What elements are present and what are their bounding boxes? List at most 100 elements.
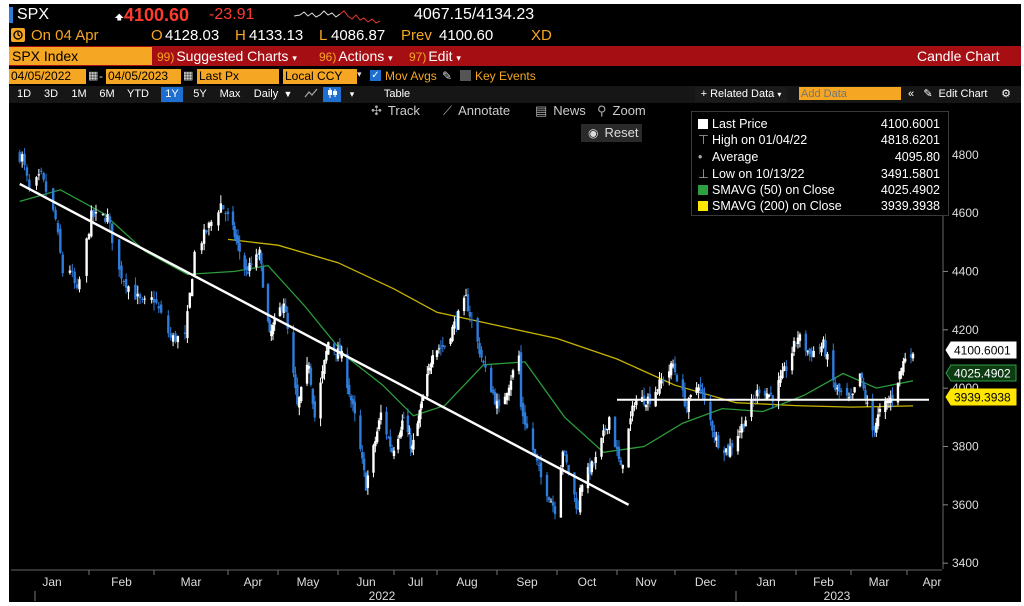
candle-body xyxy=(656,389,659,391)
candle-body xyxy=(577,507,580,510)
date-label: On 04 Apr xyxy=(31,27,99,44)
candle-body xyxy=(334,353,338,355)
candle-body xyxy=(860,373,864,378)
intraday-sparkline xyxy=(294,10,381,24)
candle-body xyxy=(765,393,769,400)
calendar-icon[interactable]: ▦ xyxy=(183,70,194,82)
candle-body xyxy=(169,333,172,338)
period-5y-button[interactable]: 5Y xyxy=(193,88,207,100)
candle-body xyxy=(417,415,421,424)
candle-body xyxy=(561,451,565,467)
news-tool[interactable]: ▤ News xyxy=(535,103,586,119)
actions-menu[interactable]: 96) Actions ▾ xyxy=(319,48,393,64)
y-tick-label: 3800 xyxy=(952,439,979,453)
legend-low[interactable]: ⊥ Low on 10/13/22 3491.5801 xyxy=(698,166,944,182)
legend-last-price[interactable]: Last Price 4100.6001 xyxy=(698,116,944,132)
edit-menu[interactable]: 97) Edit ▾ xyxy=(409,48,461,64)
reset-button[interactable]: ◉ Reset xyxy=(581,124,642,142)
candle-body xyxy=(224,213,227,215)
x-year-label: 2022 xyxy=(369,589,396,602)
candle-body xyxy=(573,472,576,495)
edit-chart-button[interactable]: Edit Chart xyxy=(938,88,988,100)
pencil-icon[interactable]: ✎ xyxy=(923,88,933,100)
period-3d-button[interactable]: 3D xyxy=(43,88,59,100)
chevron-down-icon: ▾ xyxy=(777,90,782,99)
candle-body xyxy=(730,443,734,448)
mov-avgs-checkbox[interactable]: ✓ xyxy=(370,70,381,81)
candle-body xyxy=(174,333,177,342)
candle-chart-icon[interactable] xyxy=(323,87,341,102)
candle-body xyxy=(321,371,324,379)
zoom-tool[interactable]: ⚲ Zoom xyxy=(597,103,646,119)
period-1m-button[interactable]: 1M xyxy=(71,88,87,100)
candle-body xyxy=(233,225,236,237)
open-clock-icon[interactable] xyxy=(11,28,25,42)
legend-sma50[interactable]: SMAVG (50) on Close 4025.4902 xyxy=(698,182,944,198)
legend-label: High on 01/04/22 xyxy=(712,133,808,147)
legend-high[interactable]: ⊤ High on 01/04/22 4818.6201 xyxy=(698,132,944,148)
candle-body xyxy=(366,475,370,488)
candle-body xyxy=(660,380,663,384)
candle-body xyxy=(681,379,685,391)
security-field[interactable]: SPX Index xyxy=(9,47,152,65)
candle-body xyxy=(44,181,48,192)
settings-icon[interactable]: ⚙ xyxy=(1001,88,1011,100)
candle-body xyxy=(633,406,636,408)
field-select[interactable]: Last Px xyxy=(197,69,279,84)
candle-body xyxy=(416,423,419,436)
candle-body xyxy=(431,355,435,365)
key-events-checkbox[interactable] xyxy=(460,70,471,81)
period-1y-button[interactable]: 1Y xyxy=(161,87,183,102)
table-button[interactable]: Table xyxy=(383,88,411,100)
end-date-field[interactable]: 04/05/2023 xyxy=(106,69,181,84)
period-ytd-button[interactable]: YTD xyxy=(127,88,149,100)
pencil-icon[interactable]: ✎ xyxy=(442,69,453,83)
candle-body xyxy=(408,433,411,435)
annotate-tool[interactable]: ⟋ Annotate xyxy=(443,103,510,119)
legend-sma200[interactable]: SMAVG (200) on Close 3939.3938 xyxy=(698,198,944,214)
related-data-button[interactable]: + Related Data ▾ xyxy=(695,87,787,102)
collapse-icon[interactable]: « xyxy=(907,88,915,100)
candle-body xyxy=(455,318,458,327)
calendar-icon[interactable]: ▦ xyxy=(88,70,99,82)
line-chart-icon[interactable] xyxy=(302,87,320,102)
candle-body xyxy=(853,387,856,393)
start-date-field[interactable]: 04/05/2022 xyxy=(9,69,86,84)
candle-body xyxy=(480,349,483,358)
candle-body xyxy=(781,370,784,379)
candle-body xyxy=(236,236,240,243)
candle-body xyxy=(699,384,702,388)
candle-body xyxy=(73,271,76,284)
candle-body xyxy=(790,353,794,371)
candle-body xyxy=(885,400,889,404)
candle-body xyxy=(25,167,29,176)
track-tool[interactable]: ✣ Track xyxy=(371,103,420,119)
candle-body xyxy=(547,497,551,501)
currency-select[interactable]: Local CCY xyxy=(283,69,357,84)
ohlc-strip: On 04 Apr O 4128.03 H 4133.13 L 4086.87 … xyxy=(9,26,1021,46)
candle-body xyxy=(106,214,109,222)
candle-body xyxy=(822,339,825,347)
period-6m-button[interactable]: 6M xyxy=(99,88,115,100)
candle-body xyxy=(138,294,142,299)
candle-body xyxy=(243,255,246,269)
candle-body xyxy=(311,388,315,405)
suggested-charts-menu[interactable]: 99) Suggested Charts ▾ xyxy=(157,48,297,64)
candle-body xyxy=(200,243,203,251)
frequency-select[interactable]: Daily xyxy=(253,88,279,100)
legend-average[interactable]: • Average 4095.80 xyxy=(698,149,944,165)
period-1d-button[interactable]: 1D xyxy=(16,88,32,100)
candle-body xyxy=(847,397,851,399)
chevron-down-icon[interactable]: ▾ xyxy=(349,89,355,99)
candle-body xyxy=(376,431,379,443)
legend-value: 4095.80 xyxy=(894,150,940,164)
candle-body xyxy=(37,174,41,176)
chevron-down-icon[interactable]: ▼ xyxy=(283,89,293,99)
chevron-down-icon[interactable]: ▾ xyxy=(357,69,362,79)
candle-body xyxy=(771,395,774,402)
candle-body xyxy=(851,393,855,395)
candle-body xyxy=(896,383,900,403)
add-data-input[interactable] xyxy=(799,87,901,100)
period-max-button[interactable]: Max xyxy=(219,88,241,100)
